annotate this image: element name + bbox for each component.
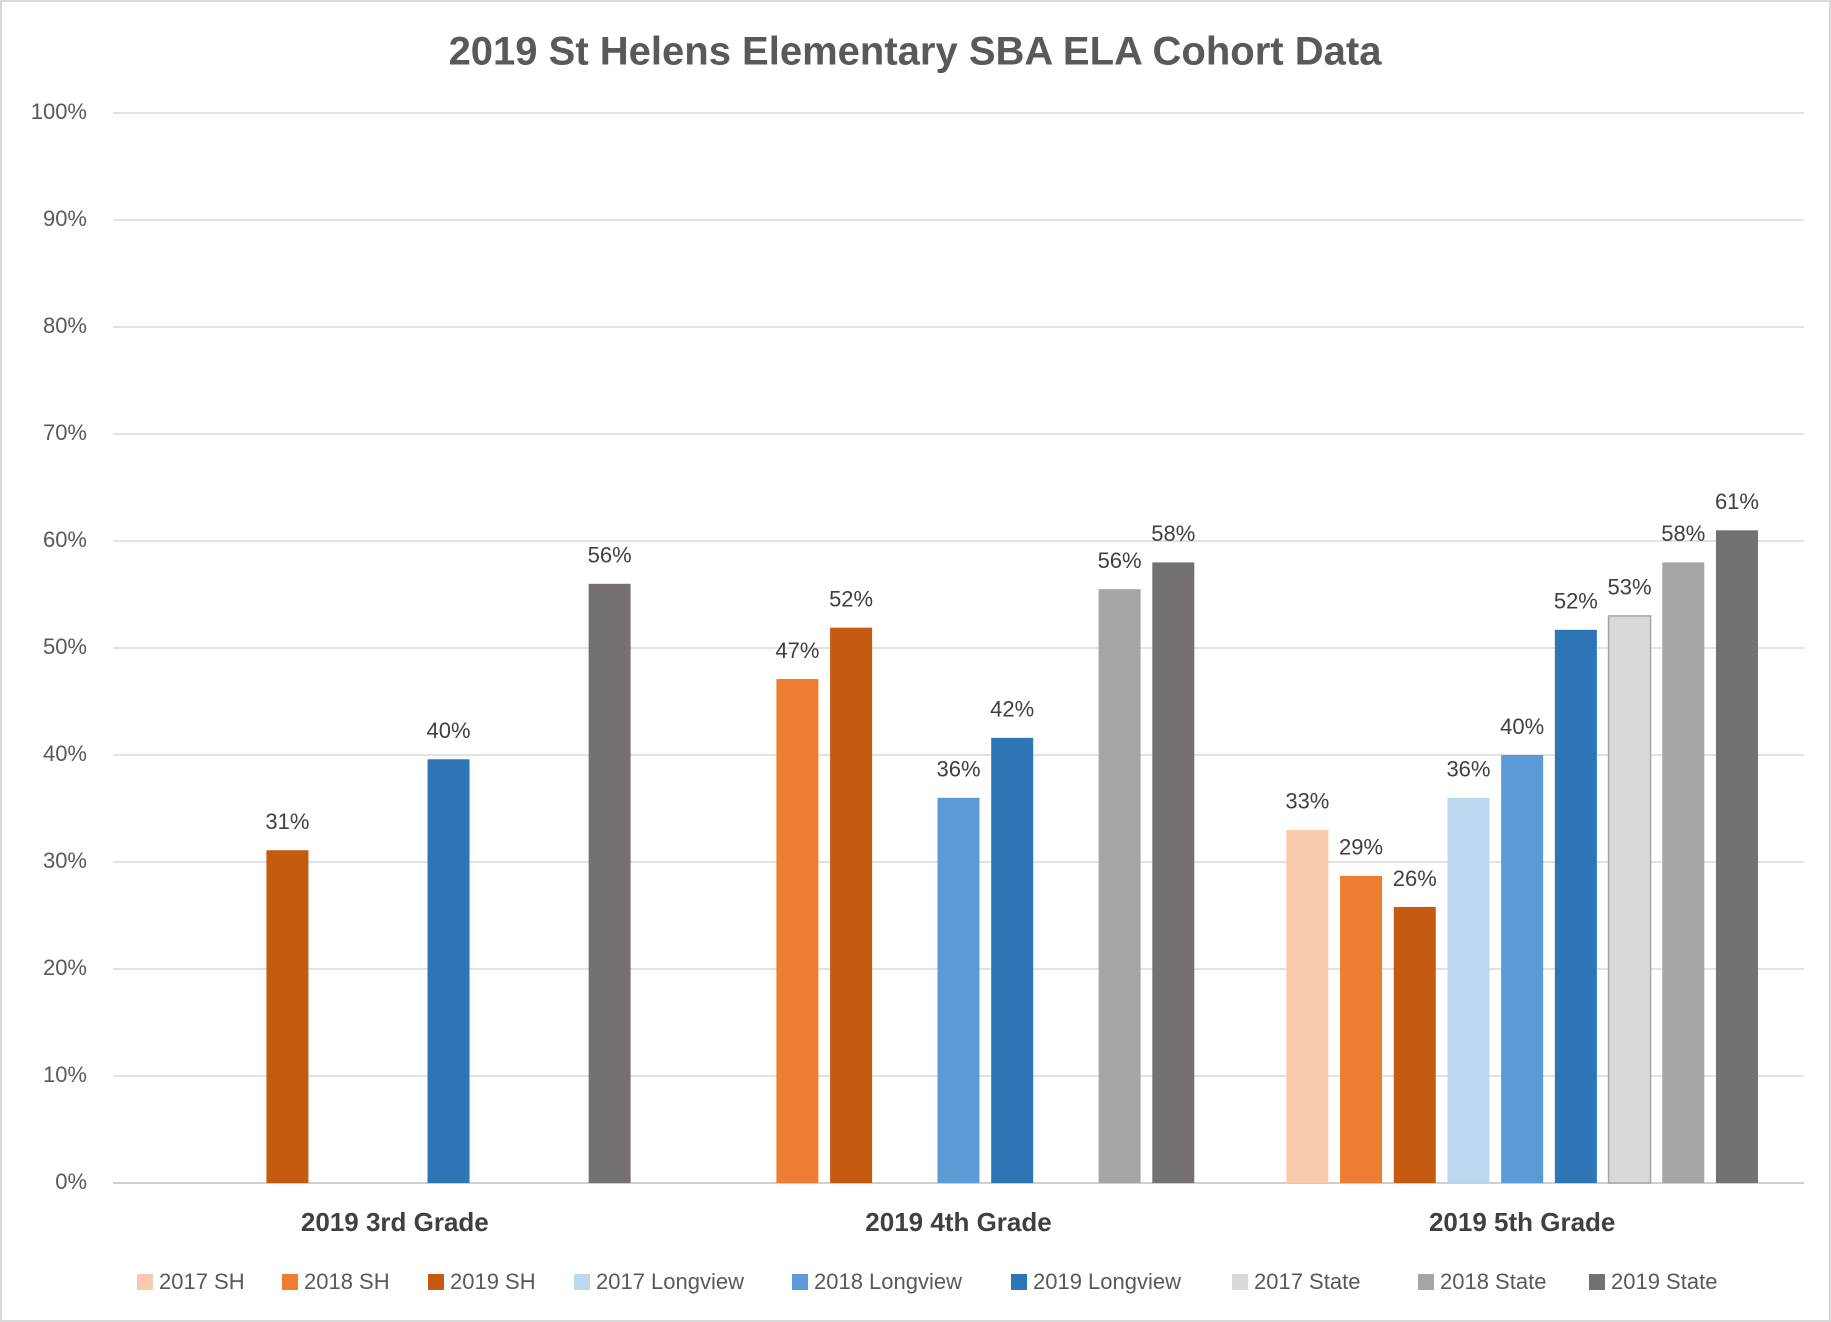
y-tick-label: 30% — [43, 848, 87, 873]
legend-swatch — [574, 1274, 590, 1290]
y-tick-label: 90% — [43, 206, 87, 231]
y-tick-label: 60% — [43, 527, 87, 552]
bar — [266, 850, 309, 1183]
data-label: 58% — [1151, 521, 1195, 546]
y-tick-label: 10% — [43, 1062, 87, 1087]
x-tick-label: 2019 5th Grade — [1429, 1207, 1615, 1237]
bar — [1715, 530, 1758, 1183]
data-label: 61% — [1715, 489, 1759, 514]
data-label: 29% — [1339, 835, 1383, 860]
legend-label: 2018 State — [1440, 1269, 1546, 1294]
bar — [1152, 562, 1195, 1183]
data-label: 31% — [265, 809, 309, 834]
bar — [1286, 829, 1329, 1183]
data-label: 42% — [990, 697, 1034, 722]
data-label: 58% — [1661, 521, 1705, 546]
bar — [588, 583, 631, 1183]
data-label: 56% — [588, 543, 632, 568]
y-tick-label: 20% — [43, 955, 87, 980]
legend-swatch — [137, 1274, 153, 1290]
bar — [427, 759, 470, 1183]
bar — [1554, 629, 1597, 1183]
bar — [1098, 589, 1141, 1183]
y-tick-label: 0% — [55, 1169, 87, 1194]
legend-label: 2017 SH — [159, 1269, 245, 1294]
legend-swatch — [1589, 1274, 1605, 1290]
bar — [830, 627, 873, 1183]
legend-label: 2018 SH — [304, 1269, 390, 1294]
legend-swatch — [428, 1274, 444, 1290]
data-label: 26% — [1393, 866, 1437, 891]
legend-label: 2017 State — [1254, 1269, 1360, 1294]
bar — [776, 679, 819, 1183]
data-label: 40% — [427, 718, 471, 743]
bar — [1607, 615, 1652, 1184]
y-tick-label: 40% — [43, 741, 87, 766]
data-label: 36% — [1446, 757, 1490, 782]
bar — [1662, 562, 1705, 1183]
data-label: 36% — [936, 757, 980, 782]
y-tick-label: 50% — [43, 634, 87, 659]
data-label: 56% — [1098, 548, 1142, 573]
legend-swatch — [792, 1274, 808, 1290]
legend-swatch — [1418, 1274, 1434, 1290]
legend-label: 2019 Longview — [1033, 1269, 1181, 1294]
y-tick-label: 100% — [31, 99, 87, 124]
data-label: 47% — [775, 638, 819, 663]
legend-label: 2019 State — [1611, 1269, 1717, 1294]
data-label: 52% — [829, 586, 873, 611]
bar — [937, 797, 980, 1183]
data-label: 53% — [1608, 575, 1652, 600]
bar — [1447, 797, 1490, 1183]
legend-label: 2017 Longview — [596, 1269, 744, 1294]
x-tick-label: 2019 3rd Grade — [301, 1207, 489, 1237]
bar — [1501, 755, 1544, 1183]
data-label: 52% — [1554, 589, 1598, 614]
x-tick-label: 2019 4th Grade — [865, 1207, 1051, 1237]
y-tick-label: 80% — [43, 313, 87, 338]
bar — [1393, 906, 1436, 1183]
data-label: 33% — [1285, 789, 1329, 814]
legend-label: 2019 SH — [450, 1269, 536, 1294]
legend-label: 2018 Longview — [814, 1269, 962, 1294]
legend-swatch — [1232, 1274, 1248, 1290]
bar — [991, 737, 1034, 1183]
y-tick-label: 70% — [43, 420, 87, 445]
data-label: 40% — [1500, 714, 1544, 739]
bar — [1340, 875, 1383, 1183]
legend-swatch — [282, 1274, 298, 1290]
chart-title: 2019 St Helens Elementary SBA ELA Cohort… — [449, 30, 1383, 74]
legend-swatch — [1011, 1274, 1027, 1290]
